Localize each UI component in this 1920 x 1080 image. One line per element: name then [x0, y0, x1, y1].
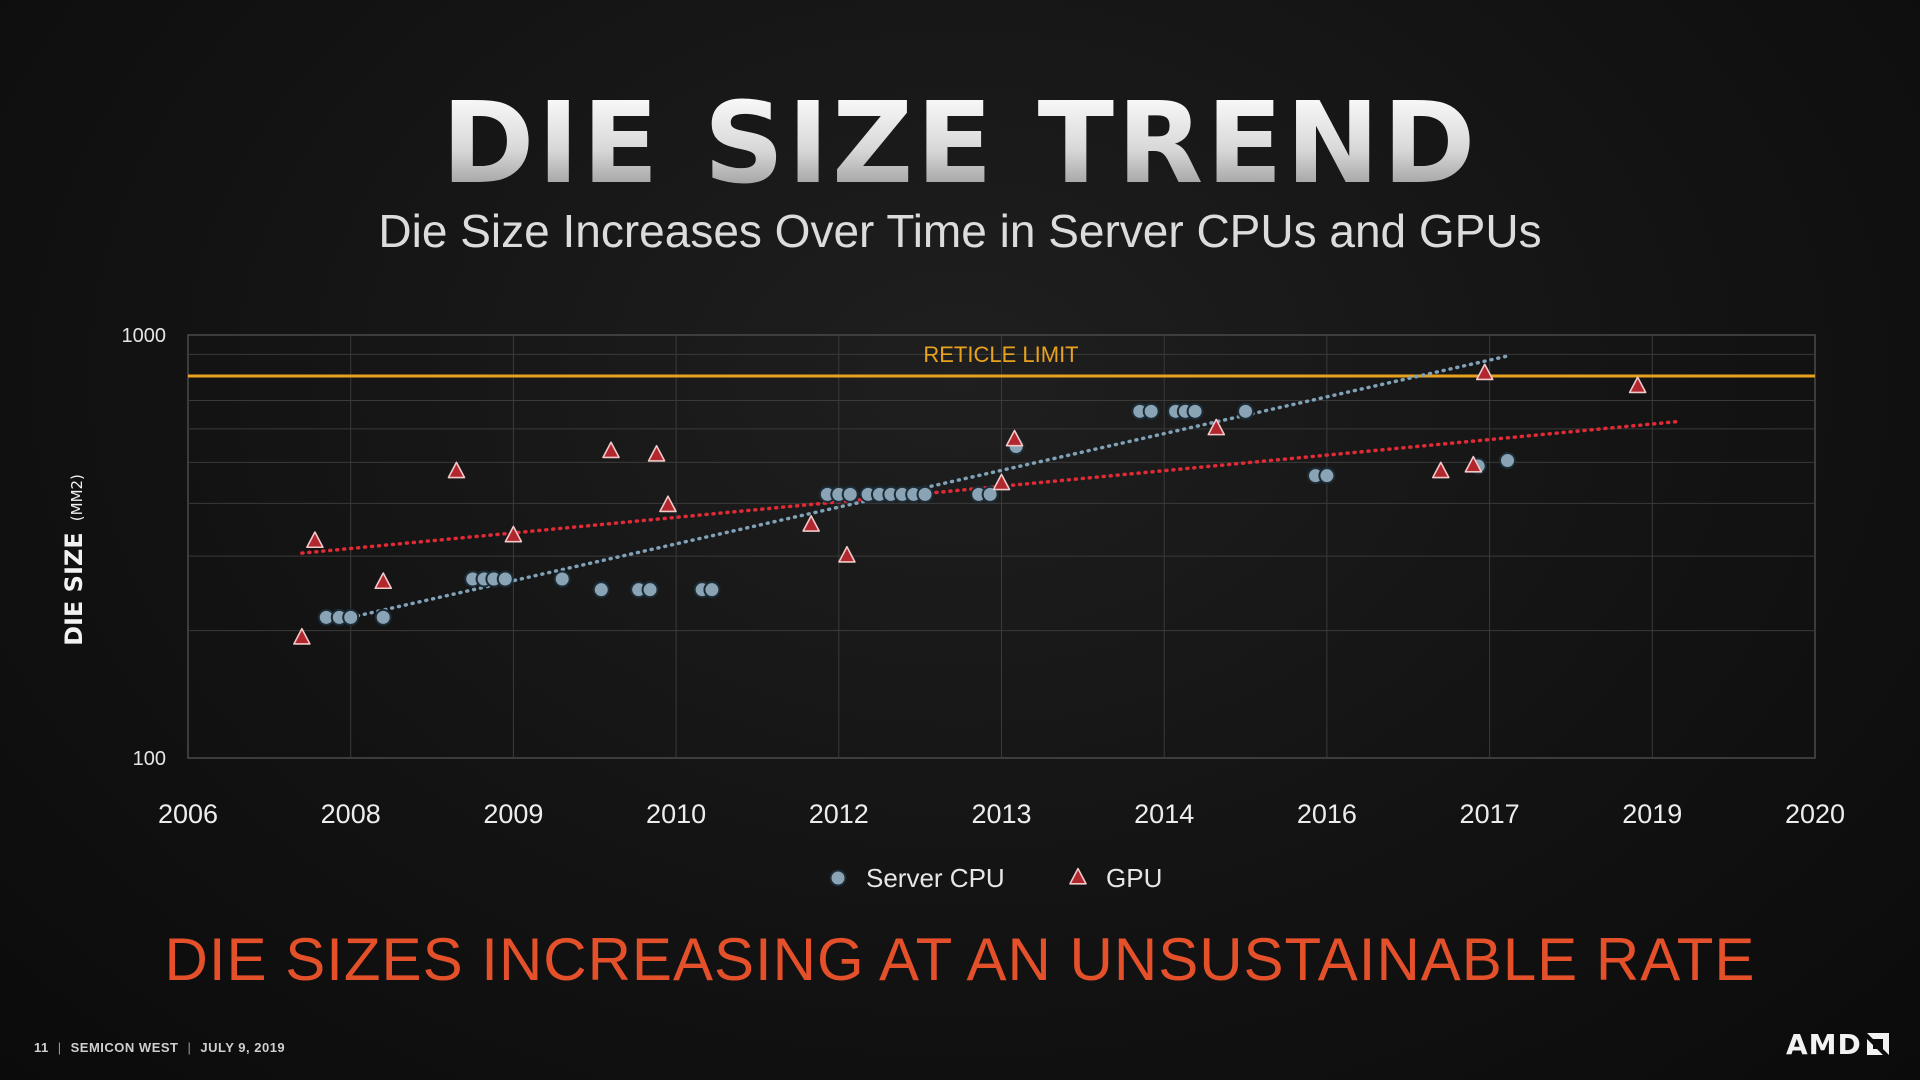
x-tick-label: 2019 [1622, 799, 1682, 829]
cpu-legend-icon [829, 869, 847, 887]
y-axis-label-unit: (MM2) [68, 474, 86, 521]
cpu-point [374, 608, 392, 626]
y-axis-label: DIE SIZE (MM2) [60, 474, 88, 646]
cpu-point [981, 485, 999, 503]
x-tick-label: 2014 [1134, 799, 1194, 829]
reticle-limit: RETICLE LIMIT [188, 342, 1815, 378]
event-name: SEMICON WEST [70, 1040, 179, 1055]
gpu-point [1207, 418, 1226, 436]
x-tick-label: 2010 [646, 799, 706, 829]
gpu-legend-icon [1069, 867, 1087, 885]
x-tick-label: 2006 [158, 799, 218, 829]
gpu-point [447, 461, 466, 479]
slide-subtitle: Die Size Increases Over Time in Server C… [378, 205, 1542, 257]
reticle-limit-label: RETICLE LIMIT [923, 342, 1078, 367]
gpu-point [374, 572, 393, 590]
amd-arrow-icon [1866, 1033, 1889, 1055]
cpu-point [1186, 402, 1204, 420]
gpu-point [602, 441, 620, 459]
x-tick-label: 2012 [809, 799, 869, 829]
amd-logo-text: AMD [1786, 1027, 1862, 1061]
cpu-trendline [348, 354, 1508, 620]
gpu-point [293, 627, 311, 645]
legend-server-cpu: Server CPU [829, 863, 1005, 893]
cpu-point [841, 485, 859, 503]
gpu-point [838, 545, 856, 563]
x-tick-label: 2009 [483, 799, 543, 829]
gpu-point [504, 525, 523, 543]
gpu-point [802, 515, 820, 532]
page-number: 11 [34, 1040, 49, 1055]
gpu-point [992, 473, 1011, 491]
gpu-point [306, 531, 324, 549]
slide-title: DIE SIZE TREND [0, 88, 1920, 200]
y-tick-label: 100 [133, 748, 166, 770]
data-points [293, 363, 1647, 645]
chart-legend: Server CPU GPU [829, 863, 1162, 893]
gpu-point [659, 495, 677, 513]
slide-tagline: DIE SIZES INCREASING AT AN UNSUSTAINABLE… [164, 926, 1756, 993]
y-tick-label: 1000 [122, 325, 167, 347]
event-date: JULY 9, 2019 [200, 1040, 286, 1055]
gpu-point [1431, 461, 1450, 479]
gpu-point [1475, 363, 1494, 381]
cpu-point [1498, 452, 1516, 470]
amd-logo: AMD [1786, 1027, 1891, 1061]
gpu-point [1628, 376, 1647, 394]
x-axis-ticks: 2006 2008 2009 2010 2012 2013 2014 2016 2017 2019… [158, 799, 1845, 829]
gpu-point [647, 444, 666, 462]
cpu-point [1318, 467, 1336, 485]
gpu-point [1005, 429, 1024, 447]
legend-gpu: GPU [1069, 863, 1162, 893]
legend-label: Server CPU [866, 863, 1005, 893]
cpu-point [342, 608, 360, 626]
x-tick-label: 2013 [971, 799, 1031, 829]
cpu-point [1237, 402, 1255, 420]
cpu-point [703, 581, 721, 599]
cpu-point [592, 581, 610, 599]
cpu-point [916, 485, 934, 503]
y-axis-label-main: DIE SIZE [60, 532, 88, 646]
gpu-point [1464, 455, 1483, 473]
cpu-point [641, 581, 659, 599]
x-tick-label: 2008 [321, 799, 381, 829]
slide-footer: 11 | SEMICON WEST | JULY 9, 2019 [34, 1040, 286, 1055]
x-tick-label: 2020 [1785, 799, 1845, 829]
x-tick-label: 2016 [1297, 799, 1357, 829]
cpu-point [553, 570, 571, 588]
x-tick-label: 2017 [1460, 799, 1520, 829]
cpu-point [496, 570, 514, 588]
legend-label: GPU [1106, 863, 1162, 893]
cpu-point [1142, 402, 1160, 420]
y-axis-ticks: 100 1000 [122, 325, 167, 770]
chart-grid [187, 334, 1816, 759]
